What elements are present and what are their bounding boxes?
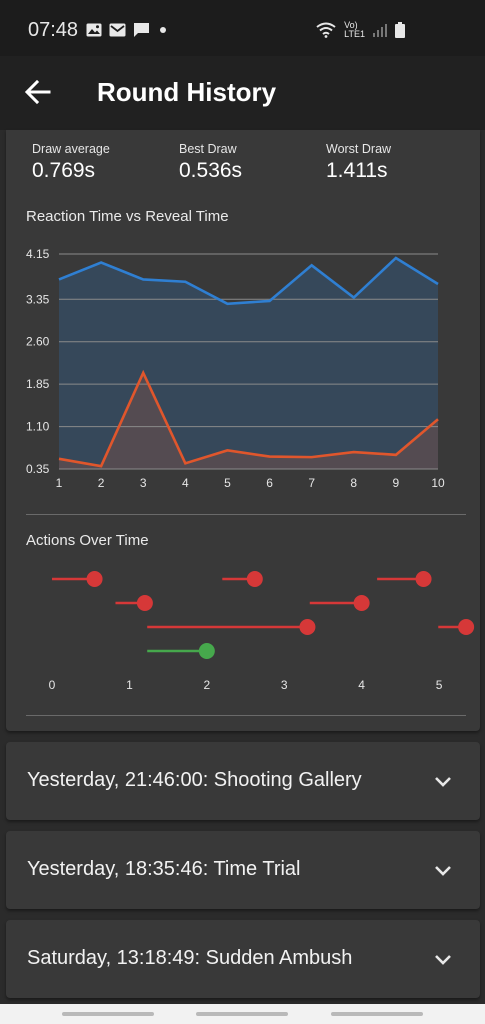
x-tick-label: 4 [182, 476, 189, 490]
notification-icons [86, 22, 169, 38]
nav-recents-button[interactable] [62, 1012, 154, 1016]
x-tick-label: 5 [436, 678, 443, 692]
best-draw-label: Best Draw [179, 142, 237, 156]
x-tick-label: 10 [431, 476, 445, 490]
draw-average-value: 0.769s [32, 159, 96, 182]
chevron-down-icon[interactable] [432, 771, 454, 793]
volte-label: Vo) [344, 20, 358, 30]
stats-card: Draw average 0.769s Best Draw 0.536s Wor… [6, 130, 480, 731]
x-tick-label: 6 [266, 476, 273, 490]
chart-divider [26, 514, 466, 515]
network-type-label: LTE1 [344, 29, 365, 39]
wifi-icon [316, 22, 336, 38]
action-marker [198, 643, 215, 659]
y-tick-label: 3.35 [26, 292, 50, 306]
y-tick-label: 2.60 [26, 335, 50, 349]
x-tick-label: 2 [203, 678, 210, 692]
chevron-down-icon[interactable] [432, 949, 454, 971]
status-bar: 07:48 Vo) LTE1 [0, 0, 485, 56]
action-marker [415, 571, 432, 587]
navigation-bar [0, 1004, 485, 1024]
x-tick-label: 1 [126, 678, 133, 692]
x-tick-label: 8 [350, 476, 357, 490]
app-bar: Round History [0, 56, 485, 130]
draw-average-label: Draw average [32, 142, 110, 156]
x-tick-label: 4 [358, 678, 365, 692]
status-time: 07:48 [28, 19, 79, 41]
mail-icon [109, 23, 126, 37]
draw-average-stat: Draw average 0.769s [32, 142, 110, 183]
y-tick-label: 1.10 [26, 420, 50, 434]
round-item[interactable]: Saturday, 13:18:49: Sudden Ambush [6, 920, 480, 998]
round-label: Yesterday, 21:46:00: Shooting Gallery [27, 769, 362, 791]
chat-icon [134, 23, 149, 37]
round-item[interactable]: Yesterday, 18:35:46: Time Trial [6, 831, 480, 909]
network-labels: Vo) LTE1 [344, 21, 365, 39]
actions-chart-title: Actions Over Time [26, 532, 149, 549]
series-line-blue [58, 256, 439, 306]
round-label: Yesterday, 18:35:46: Time Trial [27, 858, 301, 880]
x-tick-label: 3 [140, 476, 147, 490]
image-icon [86, 23, 102, 37]
worst-draw-value: 1.411s [326, 159, 388, 182]
x-tick-label: 5 [224, 476, 231, 490]
best-draw-value: 0.536s [179, 159, 243, 182]
y-tick-label: 0.35 [26, 462, 50, 476]
battery-icon [395, 22, 405, 38]
worst-draw-label: Worst Draw [326, 142, 392, 156]
x-tick-label: 7 [308, 476, 315, 490]
y-tick-label: 4.15 [26, 247, 50, 261]
signal-icon [373, 24, 387, 37]
reaction-chart-title: Reaction Time vs Reveal Time [26, 208, 229, 225]
x-tick-label: 9 [393, 476, 400, 490]
nav-home-button[interactable] [196, 1012, 288, 1016]
best-draw-stat: Best Draw 0.536s [179, 142, 242, 183]
arrow-left-icon[interactable] [22, 76, 54, 108]
chevron-down-icon[interactable] [432, 860, 454, 882]
action-marker [86, 571, 103, 587]
nav-back-button[interactable] [331, 1012, 423, 1016]
action-marker [299, 619, 316, 635]
reaction-time-chart: 4.15 3.35 2.60 1.85 1.10 0.35 1 2 3 4 5 6 7 8 9 10 [26, 247, 445, 490]
page-title: Round History [97, 77, 277, 107]
x-tick-label: 2 [98, 476, 105, 490]
x-tick-label: 0 [49, 678, 56, 692]
action-marker [458, 619, 475, 635]
system-icons: Vo) LTE1 [316, 21, 405, 39]
dot-icon [160, 27, 166, 33]
x-tick-label: 3 [281, 678, 288, 692]
action-marker [136, 595, 153, 611]
series-line-orange [58, 369, 439, 468]
action-marker [353, 595, 370, 611]
worst-draw-stat: Worst Draw 1.411s [326, 142, 391, 183]
actions-timeline-chart: 0 1 2 3 4 5 [49, 571, 475, 692]
timeline-divider [26, 715, 466, 716]
action-marker [246, 571, 263, 587]
y-tick-label: 1.85 [26, 377, 50, 391]
round-label: Saturday, 13:18:49: Sudden Ambush [27, 947, 353, 969]
series-area-blue [59, 257, 438, 469]
round-item[interactable]: Yesterday, 21:46:00: Shooting Gallery [6, 742, 480, 820]
x-tick-label: 1 [56, 476, 63, 490]
